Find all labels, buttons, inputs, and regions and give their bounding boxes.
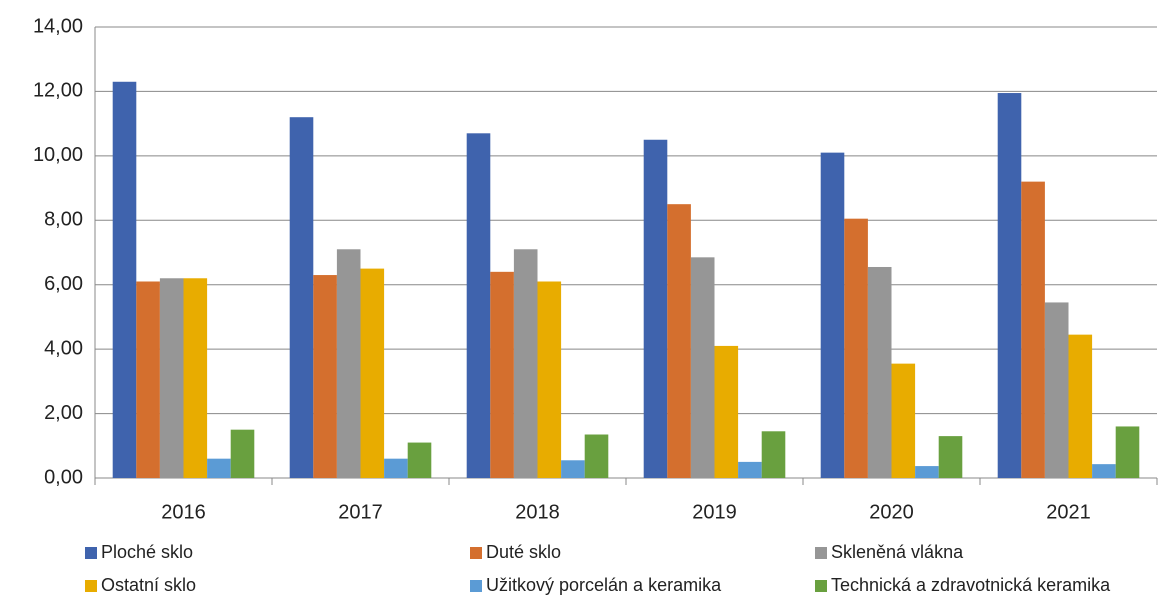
- bar: [891, 363, 916, 478]
- y-tick-label: 6,00: [44, 273, 83, 295]
- bar: [183, 278, 208, 478]
- legend-swatch: [470, 547, 482, 559]
- bar: [667, 204, 691, 478]
- bar: [513, 249, 538, 478]
- bar: [584, 434, 609, 478]
- bar: [230, 429, 255, 478]
- bar: [136, 281, 160, 478]
- bar: [112, 81, 137, 478]
- bar: [867, 266, 892, 478]
- legend-swatch: [815, 580, 827, 592]
- y-tick-label: 12,00: [33, 80, 83, 102]
- legend-swatch: [85, 580, 97, 592]
- x-tick-label: 2021: [1046, 501, 1091, 523]
- legend-label: Duté sklo: [486, 542, 561, 562]
- bar: [159, 278, 184, 478]
- bar: [1021, 181, 1045, 478]
- bar: [1092, 464, 1116, 478]
- bar: [207, 458, 231, 478]
- legend-label: Užitkový porcelán a keramika: [486, 575, 722, 595]
- x-tick-label: 2020: [869, 501, 914, 523]
- bar: [313, 275, 337, 478]
- y-tick-label: 0,00: [44, 466, 83, 488]
- legend-label: Technická a zdravotnická keramika: [831, 575, 1111, 595]
- bar: [690, 257, 715, 478]
- bar: [938, 436, 963, 478]
- bar: [289, 117, 314, 478]
- bar: [490, 271, 514, 478]
- bar: [738, 461, 762, 478]
- legend-swatch: [470, 580, 482, 592]
- bar: [1115, 426, 1140, 478]
- y-tick-label: 10,00: [33, 144, 83, 166]
- bar: [761, 431, 786, 478]
- bar: [537, 281, 562, 478]
- legend-swatch: [85, 547, 97, 559]
- legend-label: Skleněná vlákna: [831, 542, 964, 562]
- bar: [820, 152, 845, 478]
- bar: [915, 466, 939, 478]
- y-tick-label: 14,00: [33, 15, 83, 37]
- legend-label: Ploché sklo: [101, 542, 193, 562]
- x-tick-label: 2016: [161, 501, 206, 523]
- bar: [997, 93, 1022, 479]
- bar: [360, 268, 385, 478]
- bar: [1044, 302, 1069, 478]
- legend-label: Ostatní sklo: [101, 575, 196, 595]
- bar: [407, 442, 432, 478]
- y-tick-label: 8,00: [44, 209, 83, 231]
- y-tick-label: 4,00: [44, 337, 83, 359]
- bar: [643, 139, 668, 478]
- bar: [384, 458, 408, 478]
- bar: [714, 345, 739, 478]
- x-tick-label: 2017: [338, 501, 383, 523]
- bar: [336, 249, 361, 478]
- x-tick-label: 2018: [515, 501, 560, 523]
- bar: [1068, 334, 1093, 478]
- y-tick-label: 2,00: [44, 402, 83, 424]
- legend-swatch: [815, 547, 827, 559]
- x-tick-label: 2019: [692, 501, 737, 523]
- bar: [466, 133, 491, 479]
- bar: [561, 460, 585, 478]
- bar: [844, 218, 868, 479]
